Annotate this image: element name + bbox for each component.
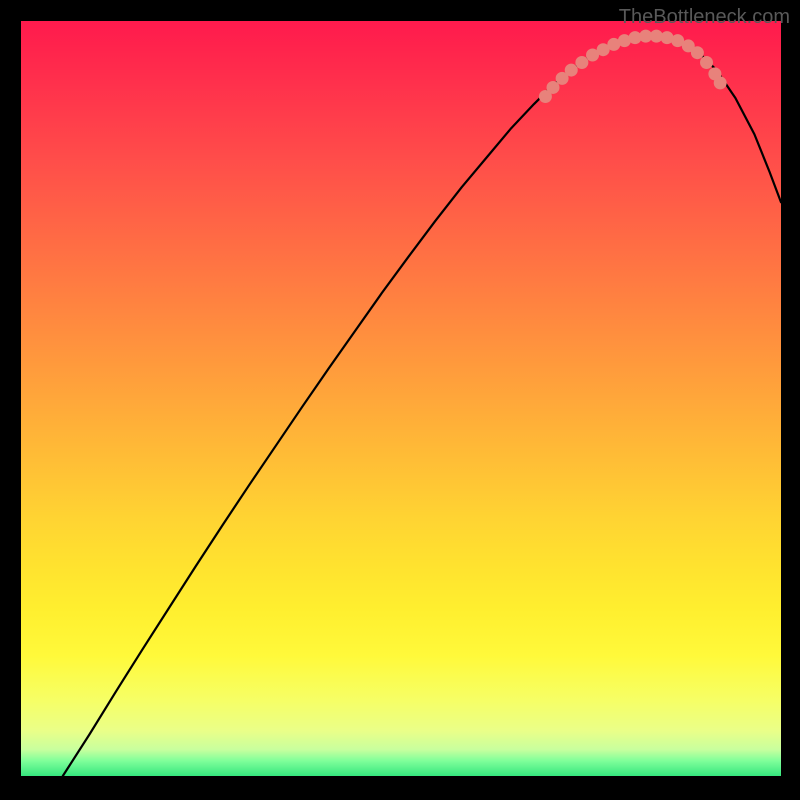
watermark-text: TheBottleneck.com: [619, 6, 790, 29]
marker-point: [575, 56, 588, 69]
chart-outer: [20, 20, 780, 780]
marker-point: [714, 76, 727, 89]
marker-point: [700, 56, 713, 69]
bottleneck-chart: [21, 21, 781, 776]
marker-point: [565, 64, 578, 77]
marker-point: [691, 46, 704, 59]
